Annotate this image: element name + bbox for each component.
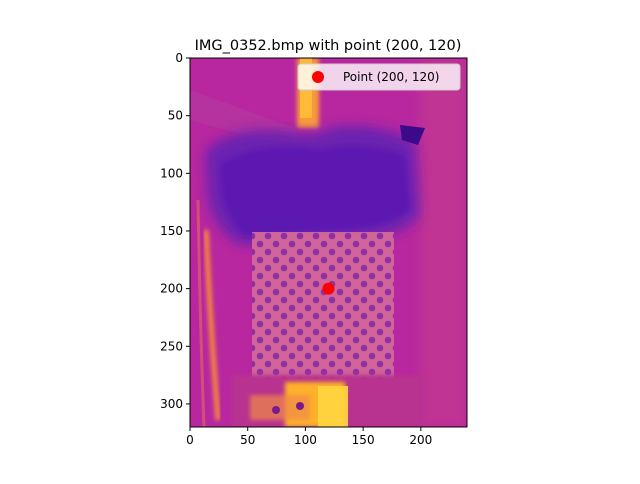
data-point xyxy=(322,282,335,295)
y-tick-label: 150 xyxy=(160,224,183,238)
y-tick-label: 300 xyxy=(160,397,183,411)
chart-title: IMG_0352.bmp with point (200, 120) xyxy=(195,38,462,54)
y-axis-ticks: 0 50 100 150 200 250 300 xyxy=(160,51,190,411)
legend: Point (200, 120) xyxy=(297,63,461,91)
plot-frame xyxy=(189,57,468,428)
legend-label: Point (200, 120) xyxy=(343,70,439,84)
x-tick-label: 150 xyxy=(352,433,375,447)
legend-box xyxy=(297,63,461,91)
x-tick-label: 200 xyxy=(409,433,432,447)
data-points xyxy=(322,282,335,295)
x-tick-label: 50 xyxy=(240,433,255,447)
y-tick-label: 50 xyxy=(168,109,183,123)
y-tick-label: 100 xyxy=(160,166,183,180)
legend-marker xyxy=(312,71,324,83)
x-tick-label: 100 xyxy=(294,433,317,447)
y-tick-label: 250 xyxy=(160,339,183,353)
x-tick-label: 0 xyxy=(186,433,194,447)
thermal-image xyxy=(190,58,467,427)
y-tick-label: 0 xyxy=(175,51,183,65)
x-axis-ticks: 0 50 100 150 200 xyxy=(186,427,432,447)
y-tick-label: 200 xyxy=(160,282,183,296)
